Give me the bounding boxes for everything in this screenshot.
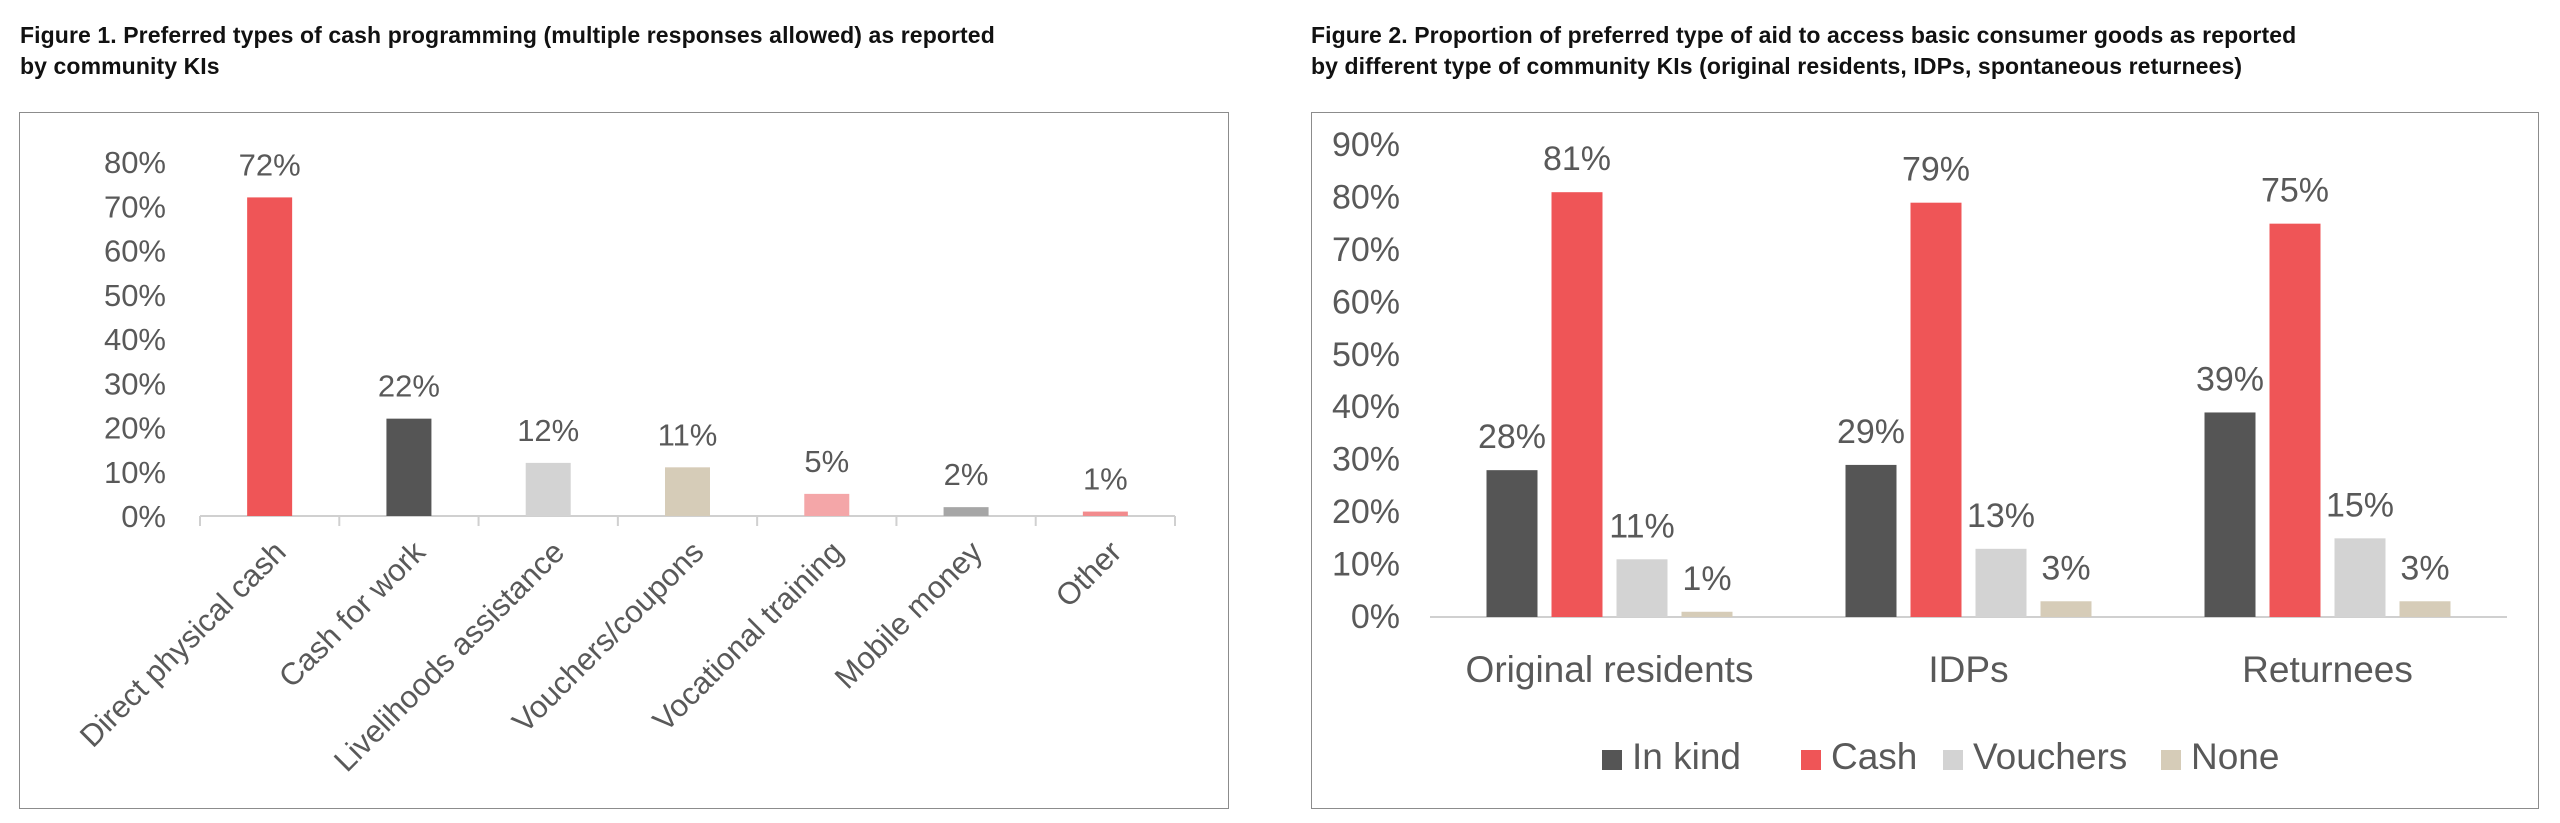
bar	[386, 418, 432, 516]
category-label: IDPs	[1928, 649, 2008, 690]
bar	[2204, 412, 2256, 617]
figure-1-title-line-2: by community KIs	[20, 53, 220, 79]
y-tick-label: 0%	[121, 499, 166, 534]
y-tick-label: 80%	[104, 145, 166, 180]
data-label: 72%	[239, 147, 301, 182]
y-tick-label: 70%	[1332, 231, 1400, 269]
y-tick-label: 80%	[1332, 178, 1400, 216]
bar	[804, 493, 850, 516]
data-label: 75%	[2261, 172, 2329, 210]
y-tick-label: 20%	[1332, 493, 1400, 531]
legend-swatch	[2161, 750, 2181, 770]
figure-1-title: Figure 1. Preferred types of cash progra…	[20, 20, 995, 82]
category-label: Other	[1049, 534, 1129, 614]
bar	[943, 507, 989, 516]
data-label: 5%	[804, 444, 849, 479]
bar	[247, 197, 293, 516]
y-tick-label: 60%	[1332, 283, 1400, 321]
y-tick-label: 90%	[1332, 126, 1400, 164]
bar	[2334, 538, 2386, 617]
y-tick-label: 30%	[104, 366, 166, 401]
data-label: 15%	[2326, 486, 2394, 524]
bar	[1681, 611, 1733, 617]
data-label: 1%	[1682, 560, 1731, 598]
data-label: 13%	[1967, 497, 2035, 535]
y-tick-label: 70%	[104, 189, 166, 224]
data-label: 28%	[1478, 418, 1546, 456]
bar	[2040, 601, 2092, 617]
category-label: Mobile money	[828, 534, 990, 696]
figure-2-chart: 0% 10% 20% 30% 40% 50% 60% 70% 80% 90% 28% 81% 11%1%…	[1332, 126, 2507, 777]
bar	[1551, 192, 1603, 617]
legend-swatch	[1801, 750, 1821, 770]
data-label: 12%	[517, 413, 579, 448]
bar	[525, 462, 571, 516]
y-tick-label: 50%	[1332, 336, 1400, 374]
legend-entry: Vouchers	[1973, 736, 2127, 777]
bar	[1616, 559, 1668, 617]
category-label: Cash for work	[272, 534, 432, 694]
data-label: 3%	[2400, 549, 2449, 587]
category-label: Direct physical cash	[73, 534, 293, 754]
legend-entry: In kind	[1632, 736, 1741, 777]
y-tick-label: 40%	[104, 322, 166, 357]
figure-2-title: Figure 2. Proportion of preferred type o…	[1311, 20, 2296, 82]
bar	[2269, 223, 2321, 617]
data-label: 2%	[944, 457, 989, 492]
category-label: Returnees	[2242, 649, 2413, 690]
bar	[665, 467, 710, 516]
figure-2-chart-panel: 0% 10% 20% 30% 40% 50% 60% 70% 80% 90% 28% 81% 11% 1%…	[1311, 112, 2539, 809]
data-label: 39%	[2196, 360, 2264, 398]
legend-entry: Cash	[1831, 736, 1917, 777]
bar	[1486, 470, 1538, 617]
data-label: 1%	[1083, 462, 1128, 497]
data-label: 22%	[378, 369, 440, 404]
data-label: 3%	[2041, 549, 2090, 587]
bar	[1082, 511, 1128, 516]
figure-1-title-line-1: Figure 1. Preferred types of cash progra…	[20, 22, 995, 48]
figure-2-title-line-1: Figure 2. Proportion of preferred type o…	[1311, 22, 2297, 48]
y-tick-label: 20%	[104, 411, 166, 446]
bar	[1910, 202, 1962, 617]
data-label: 11%	[1609, 507, 1675, 545]
y-tick-label: 10%	[104, 455, 166, 490]
figure-1-chart-panel: 0% 10% 20% 30% 40% 50% 60% 70% 80% 72% Direct phys…	[19, 112, 1229, 809]
legend-entry: None	[2191, 736, 2279, 777]
y-tick-label: 0%	[1351, 598, 1400, 636]
bar	[1975, 548, 2027, 617]
legend-swatch	[1602, 750, 1622, 770]
data-label: 81%	[1543, 140, 1611, 178]
category-label: Livelihoods assistance	[327, 534, 571, 778]
y-tick-label: 30%	[1332, 441, 1400, 479]
y-tick-label: 10%	[1332, 546, 1400, 584]
y-tick-label: 60%	[104, 234, 166, 269]
data-label: 11%	[658, 417, 718, 452]
bar	[1845, 464, 1897, 617]
bar	[2399, 601, 2451, 617]
y-tick-label: 50%	[104, 278, 166, 313]
data-label: 79%	[1902, 151, 1970, 189]
y-tick-label: 40%	[1332, 388, 1400, 426]
figure-1-chart: 0% 10% 20% 30% 40% 50% 60% 70% 80% 72% Direct phys…	[73, 145, 1176, 778]
category-label: Original residents	[1466, 649, 1754, 690]
legend-swatch	[1943, 750, 1963, 770]
data-label: 29%	[1837, 413, 1905, 451]
figure-2-title-line-2: by different type of community KIs (orig…	[1311, 53, 2243, 79]
